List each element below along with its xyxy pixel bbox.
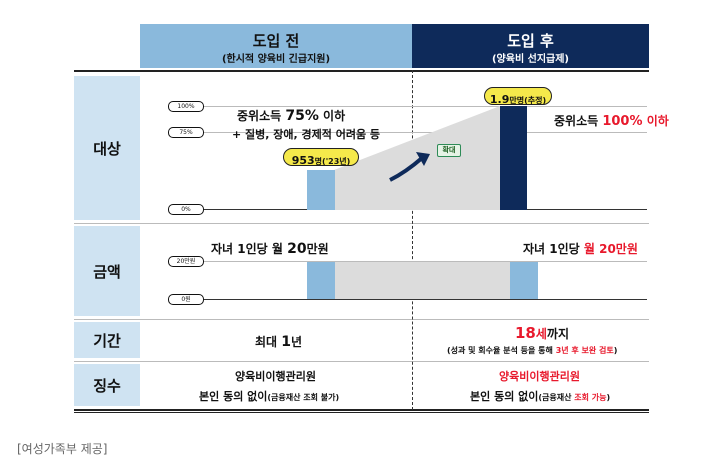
before-count-pill: 953명('23년) xyxy=(283,148,359,167)
tick-20man: 20만원 xyxy=(168,256,204,267)
before-target-bar xyxy=(307,170,335,210)
expand-label: 확대 xyxy=(437,144,461,157)
before-amount-text: 자녀 1인당 월 20만원 xyxy=(211,241,329,257)
after-title: 도입 후 xyxy=(507,32,554,50)
baseline-0won xyxy=(202,299,647,300)
before-collection-org: 양육비이행관리원 xyxy=(235,370,316,383)
center-dashed-divider xyxy=(412,70,413,410)
after-column-header: 도입 후 (양육비 선지급제) xyxy=(412,24,649,68)
row-label-collection: 징수 xyxy=(74,364,140,406)
tick-100: 100% xyxy=(168,101,204,112)
source-caption: [여성가족부 제공] xyxy=(17,442,108,456)
after-count-pill: 1.9만명(추정) xyxy=(484,87,552,106)
amount-continuity-area xyxy=(335,262,510,299)
divider-bottom xyxy=(74,409,649,411)
after-period-note: (성과 및 회수율 분석 등을 통해 3년 후 보완 검토) xyxy=(447,346,618,355)
gridline-100 xyxy=(202,106,647,107)
before-title: 도입 전 xyxy=(252,32,300,50)
before-subtitle: (한시적 양육비 긴급지원) xyxy=(221,54,331,65)
divider-amount-period xyxy=(74,319,649,320)
row-label-amount: 금액 xyxy=(74,226,140,316)
divider-bottom-double xyxy=(74,412,649,413)
gridline-20man xyxy=(202,261,647,262)
tick-0: 0% xyxy=(168,204,204,215)
row-label-target: 대상 xyxy=(74,76,140,220)
divider-top xyxy=(74,70,649,72)
after-period: 18세까지 xyxy=(515,324,570,342)
expansion-area xyxy=(334,106,500,210)
before-column-header: 도입 전 (한시적 양육비 긴급지원) xyxy=(140,24,412,68)
expand-arrow-icon xyxy=(389,152,430,182)
gridline-75 xyxy=(202,132,647,133)
before-income-criteria: 중위소득 75% 이하 xyxy=(237,108,346,124)
after-subtitle: (양육비 선지급제) xyxy=(491,54,570,65)
after-collection-detail: 본인 동의 없이(금융재산 조회 가능) xyxy=(470,390,611,403)
tick-75: 75% xyxy=(168,127,204,138)
row-label-period: 기간 xyxy=(74,322,140,358)
after-amount-bar xyxy=(510,262,538,299)
before-collection-detail: 본인 동의 없이(금융재산 조회 불가) xyxy=(199,390,340,403)
divider-period-collection xyxy=(74,361,649,362)
after-target-bar xyxy=(500,106,527,210)
after-amount-text: 자녀 1인당 월 20만원 xyxy=(523,242,638,256)
before-amount-bar xyxy=(307,262,335,299)
before-period: 최대 1년 xyxy=(255,334,303,350)
before-extra-conditions: + 질병, 장애, 경제적 어려움 등 xyxy=(232,128,381,141)
after-income-criteria: 중위소득 100% 이하 xyxy=(554,114,669,129)
tick-0won: 0원 xyxy=(168,294,204,305)
divider-target-amount xyxy=(74,223,649,224)
after-collection-org: 양육비이행관리원 xyxy=(499,370,580,383)
